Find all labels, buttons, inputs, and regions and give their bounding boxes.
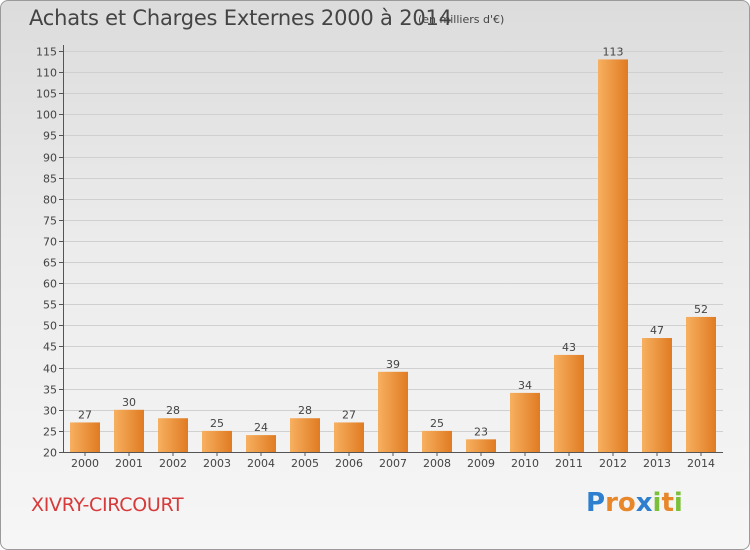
y-tick-label: 100	[36, 109, 57, 122]
bar-value-label: 25	[210, 417, 224, 430]
y-tick-label: 60	[43, 278, 57, 291]
logo-letter: i	[673, 488, 683, 518]
bar-value-label: 23	[474, 425, 488, 438]
bar	[422, 430, 452, 452]
y-tick-label: 65	[43, 257, 57, 270]
bar-value-label: 28	[298, 404, 312, 417]
bar	[510, 392, 540, 452]
y-tick-label: 85	[43, 173, 57, 186]
x-tick-label: 2012	[599, 457, 627, 470]
x-tick-label: 2008	[423, 457, 451, 470]
y-tick-label: 95	[43, 130, 57, 143]
bar	[378, 371, 408, 452]
chart-subtitle: (en milliers d'€)	[418, 13, 505, 26]
bar	[642, 338, 672, 452]
y-tick-label: 45	[43, 341, 57, 354]
bar	[246, 435, 276, 452]
bar-value-label: 39	[386, 358, 400, 371]
logo-letter: r	[605, 488, 618, 518]
commune-name: XIVRY-CIRCOURT	[31, 494, 184, 516]
bar	[158, 418, 188, 452]
labels: 27 2000 30 2001 28 2002 25 2003 24 2004 28 2005 27 20…	[71, 45, 715, 470]
y-tick-label: 30	[43, 405, 57, 418]
x-tick-label: 2004	[247, 457, 275, 470]
x-tick-label: 2002	[159, 457, 187, 470]
bar	[202, 430, 232, 452]
x-tick-label: 2000	[71, 457, 99, 470]
bar	[686, 316, 716, 452]
y-tick-label: 90	[43, 152, 57, 165]
bar-value-label: 43	[562, 341, 576, 354]
axes: 20 25 30 35 40 45 50 55 60 65 70 75 80 85 90 95 100 105 11…	[36, 45, 723, 460]
y-tick-label: 70	[43, 236, 57, 249]
bar	[114, 409, 144, 452]
y-tick-label: 50	[43, 320, 57, 333]
bar	[70, 422, 100, 452]
bar-value-label: 28	[166, 404, 180, 417]
logo-letter: i	[652, 488, 662, 518]
logo-letter: P	[586, 488, 606, 518]
logo-letter: x	[635, 488, 653, 518]
y-tick-label: 40	[43, 363, 57, 376]
bar-value-label: 30	[122, 396, 136, 409]
bar-value-label: 27	[342, 408, 356, 421]
bars	[70, 59, 716, 452]
y-tick-label: 20	[43, 447, 57, 460]
x-tick-label: 2010	[511, 457, 539, 470]
x-tick-label: 2007	[379, 457, 407, 470]
bar	[466, 439, 496, 452]
y-tick-label: 115	[36, 46, 57, 59]
chart-title: Achats et Charges Externes 2000 à 2014	[29, 6, 452, 30]
x-tick-label: 2013	[643, 457, 671, 470]
bar	[554, 354, 584, 452]
x-tick-label: 2011	[555, 457, 583, 470]
logo-letter: t	[661, 488, 674, 518]
bar-value-label: 24	[254, 421, 268, 434]
bar-value-label: 34	[518, 379, 532, 392]
logo-letter: o	[617, 488, 636, 518]
y-tick-label: 35	[43, 384, 57, 397]
y-tick-label: 25	[43, 426, 57, 439]
y-tick-label: 75	[43, 215, 57, 228]
y-tick-label: 80	[43, 194, 57, 207]
x-tick-label: 2001	[115, 457, 143, 470]
x-tick-label: 2006	[335, 457, 363, 470]
x-tick-label: 2014	[687, 457, 715, 470]
bar-value-label: 113	[603, 45, 624, 58]
x-tick-label: 2003	[203, 457, 231, 470]
bar-value-label: 52	[694, 303, 708, 316]
proxiti-logo[interactable]: Proxiti	[586, 488, 683, 518]
x-tick-label: 2005	[291, 457, 319, 470]
bar	[334, 422, 364, 452]
y-tick-label: 105	[36, 88, 57, 101]
bar	[290, 418, 320, 452]
bar	[598, 59, 628, 452]
x-tick-label: 2009	[467, 457, 495, 470]
y-tick-label: 55	[43, 299, 57, 312]
y-tick-label: 110	[36, 67, 57, 80]
bar-value-label: 27	[78, 408, 92, 421]
bar-value-label: 25	[430, 417, 444, 430]
bar-value-label: 47	[650, 324, 664, 337]
